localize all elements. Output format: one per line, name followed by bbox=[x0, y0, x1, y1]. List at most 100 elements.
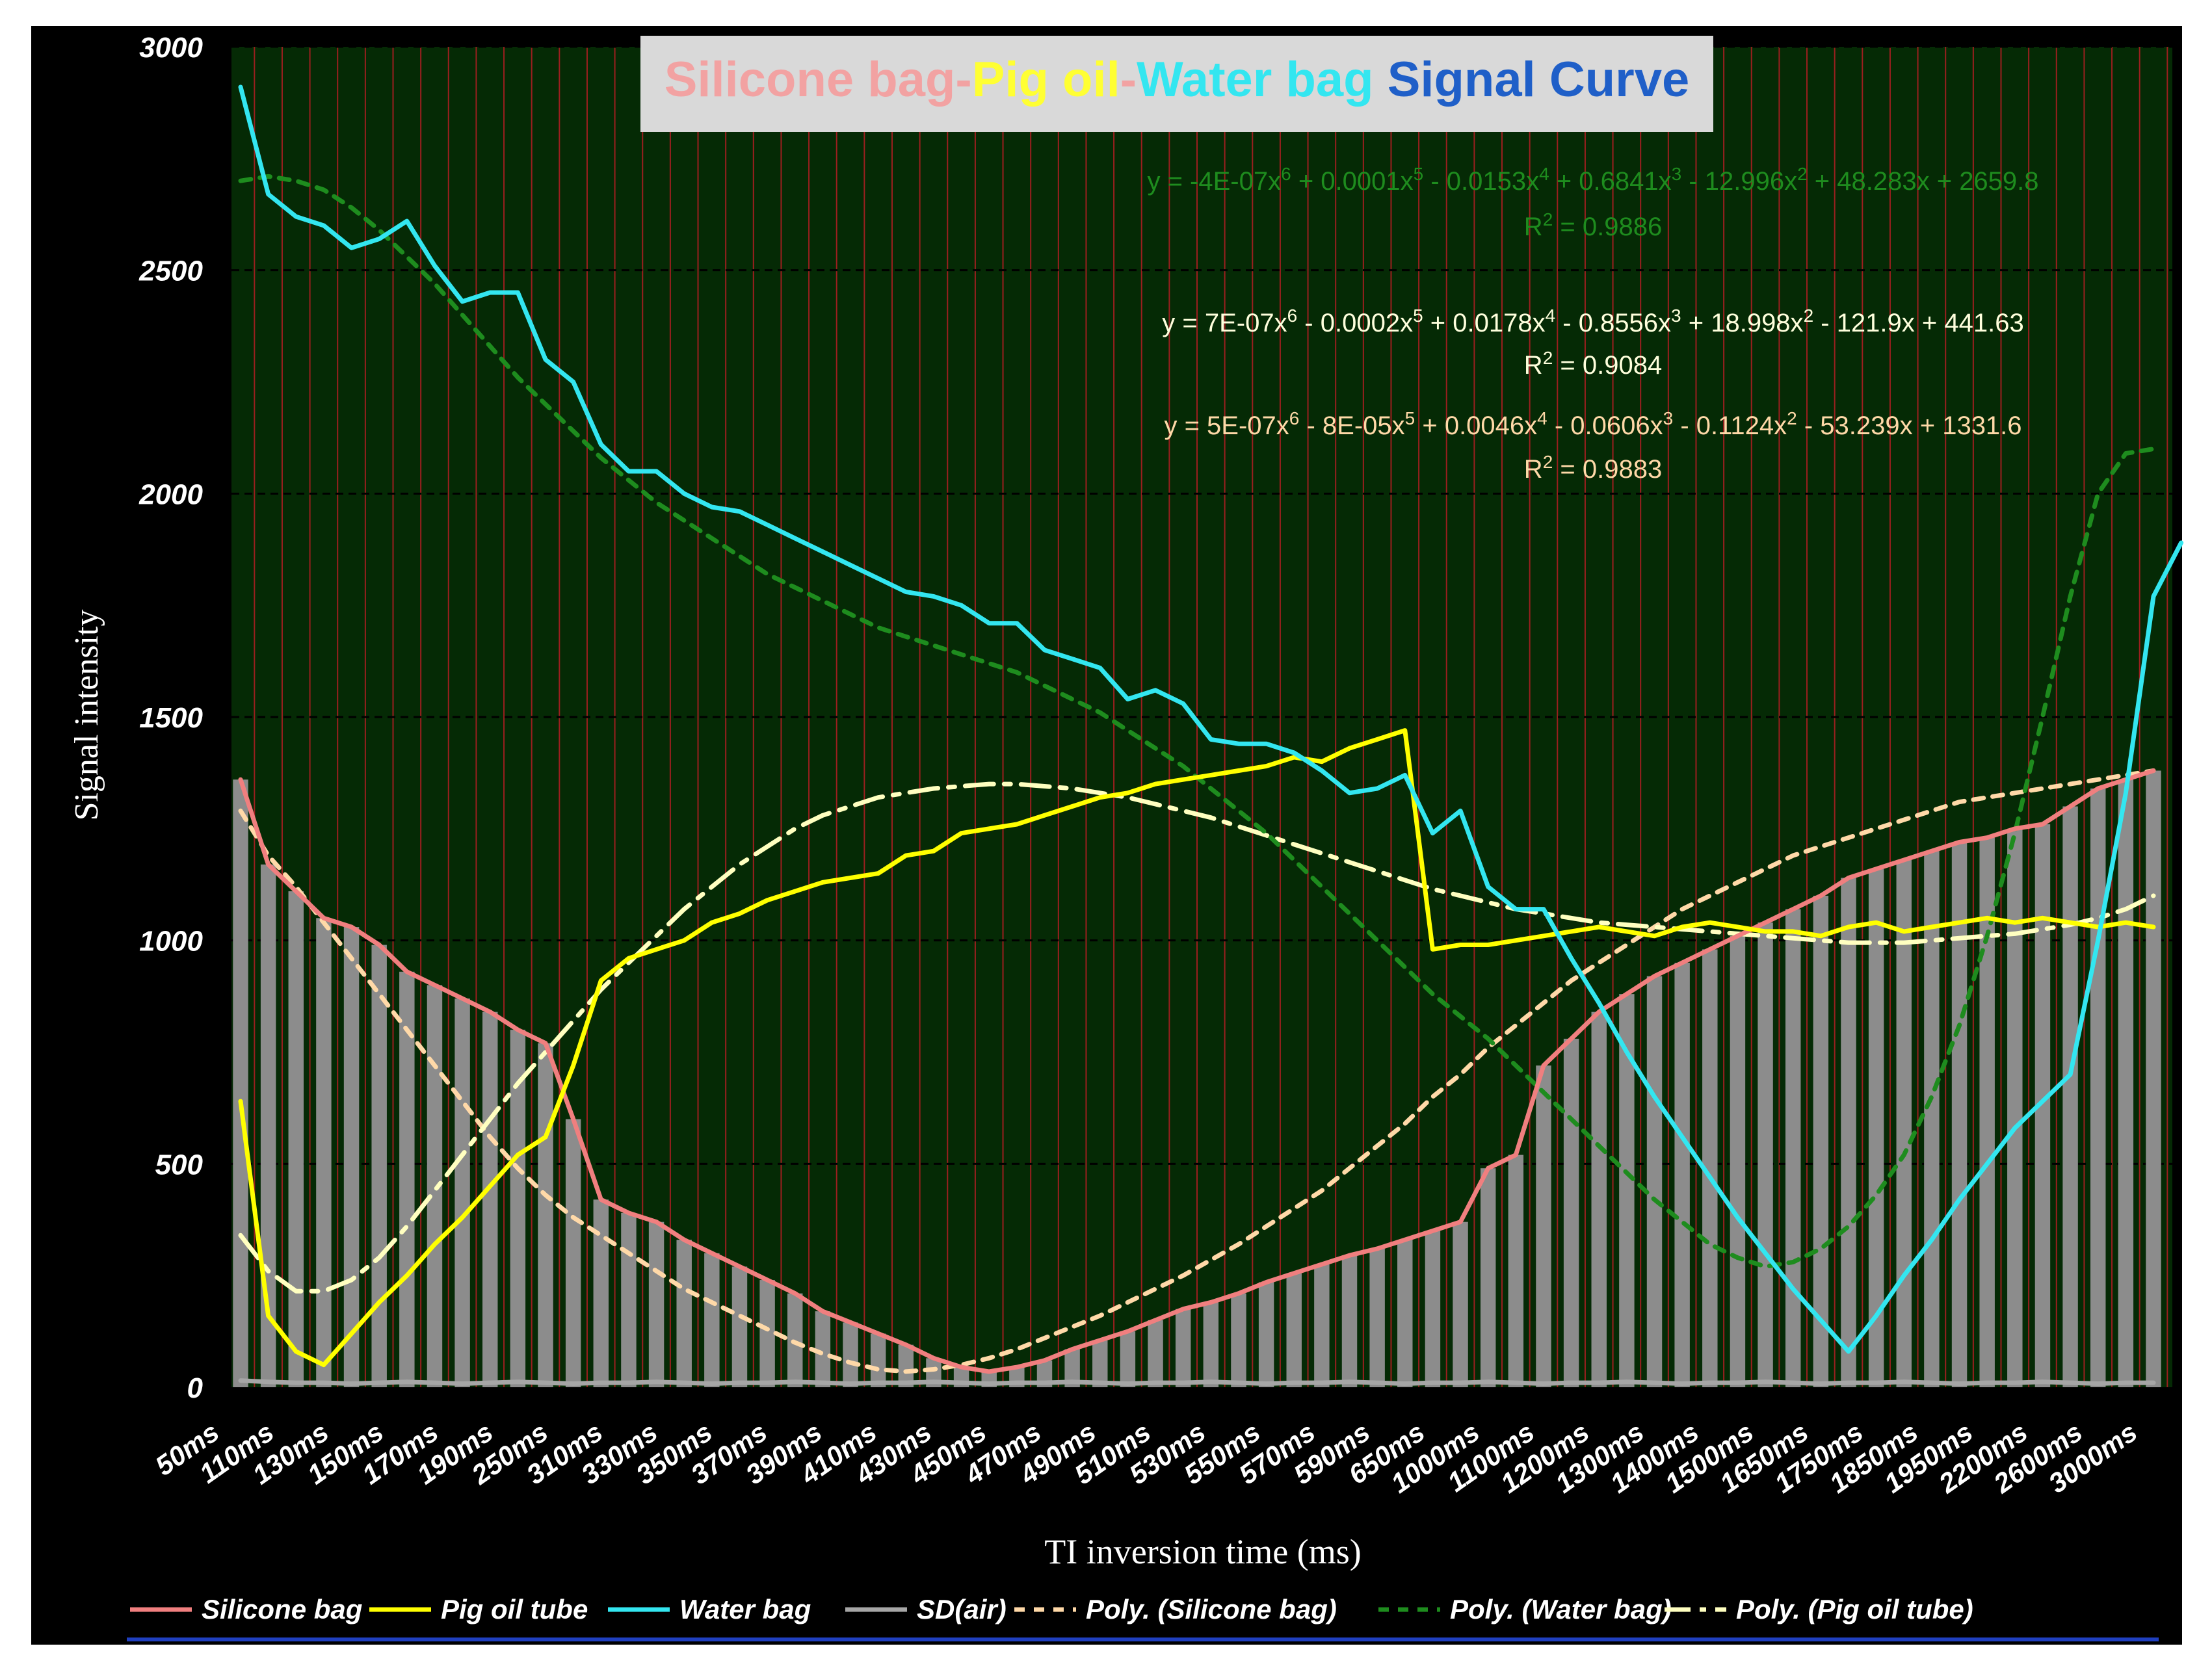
superscript: 5 bbox=[1414, 164, 1424, 184]
sd-air-bar bbox=[648, 1221, 665, 1387]
sd-air-bar bbox=[1064, 1349, 1080, 1387]
sd-air-bar bbox=[2007, 828, 2023, 1387]
trendline-equations: y = -4E-07x6 + 0.0001x5 - 0.0153x4 + 0.6… bbox=[1147, 164, 2038, 484]
superscript: 2 bbox=[1543, 348, 1553, 368]
sd-air-bar bbox=[1425, 1231, 1441, 1387]
equation-part: + 0.0178x bbox=[1423, 309, 1546, 337]
sd-air-bar bbox=[538, 1043, 553, 1387]
sd-air-bar bbox=[343, 927, 360, 1387]
superscript: 5 bbox=[1405, 408, 1415, 428]
legend-label: Poly. (Water bag) bbox=[1450, 1594, 1672, 1624]
sd-air-bar bbox=[565, 1119, 581, 1387]
series-line-poly-silicone bbox=[238, 768, 2156, 1374]
y-tick-label: 0 bbox=[187, 1372, 204, 1404]
sd-air-bar bbox=[1591, 1011, 1607, 1387]
sd-air-bar bbox=[1231, 1293, 1246, 1387]
sd-air-bar bbox=[482, 1011, 498, 1387]
superscript: 6 bbox=[1287, 306, 1298, 326]
legend-label: SD(air) bbox=[917, 1594, 1007, 1624]
equation-part: = 0.9886 bbox=[1553, 213, 1662, 241]
sd-air-bar bbox=[1341, 1255, 1358, 1387]
superscript: 2 bbox=[1804, 306, 1814, 326]
title-segment: Pig oil bbox=[972, 52, 1120, 107]
sd-air-bar bbox=[1258, 1282, 1274, 1387]
sd-air-bar bbox=[1758, 922, 1773, 1387]
equation-part: + 0.6841x bbox=[1549, 167, 1672, 196]
legend-label: Silicone bag bbox=[202, 1594, 362, 1624]
superscript: 4 bbox=[1539, 164, 1549, 184]
sd-air-bar bbox=[621, 1212, 637, 1387]
sd-air-bar bbox=[815, 1311, 831, 1387]
equation-part: - 121.9x + 441.63 bbox=[1813, 309, 2024, 337]
sd-air-bar bbox=[1896, 859, 1912, 1387]
sd-air-bar bbox=[2062, 806, 2078, 1387]
sd-air-bar bbox=[2090, 788, 2106, 1387]
trendline-r-squared: R2 = 0.9084 bbox=[1524, 348, 1662, 380]
equation-part: R bbox=[1524, 213, 1543, 241]
sd-air-bar bbox=[1536, 1065, 1551, 1387]
y-tick-label: 2000 bbox=[138, 478, 203, 510]
equation-part: - 8E-05x bbox=[1299, 411, 1404, 440]
sd-air-bar bbox=[759, 1280, 775, 1387]
y-tick-label: 3000 bbox=[139, 32, 203, 64]
sd-air-bar bbox=[1148, 1320, 1163, 1387]
sd-air-bar bbox=[1979, 837, 1995, 1387]
trendline-equation: y = 7E-07x6 - 0.0002x5 + 0.0178x4 - 0.85… bbox=[1162, 306, 2023, 338]
series-line-sd-air bbox=[238, 1378, 2156, 1386]
sd-air-bar bbox=[1453, 1221, 1468, 1387]
sd-air-bar bbox=[676, 1240, 692, 1387]
superscript: 3 bbox=[1671, 306, 1681, 326]
superscript: 2 bbox=[1787, 408, 1797, 428]
superscript: 4 bbox=[1546, 306, 1556, 326]
sd-air-bar bbox=[1702, 949, 1718, 1387]
superscript: 6 bbox=[1281, 164, 1291, 184]
sd-air-bar bbox=[454, 998, 470, 1387]
x-axis-label: TI inversion time (ms) bbox=[1044, 1532, 1361, 1571]
sd-air-bar bbox=[288, 891, 304, 1387]
y-tick-label: 500 bbox=[155, 1149, 204, 1181]
equation-part: - 0.0002x bbox=[1297, 309, 1413, 337]
sd-air-bar bbox=[1314, 1264, 1330, 1387]
equation-part: R bbox=[1524, 455, 1543, 484]
sd-air-bar bbox=[1646, 976, 1663, 1387]
equation-part: - 0.0153x bbox=[1423, 167, 1539, 196]
trendline-equation: y = 5E-07x6 - 8E-05x5 + 0.0046x4 - 0.060… bbox=[1164, 408, 2021, 441]
legend-label: Poly. (Silicone bag) bbox=[1086, 1594, 1337, 1624]
sd-air-bar bbox=[2118, 779, 2134, 1387]
sd-air-bar bbox=[1730, 935, 1746, 1387]
y-axis-ticks: 0 500 1000 1500 2000 2500 3000 bbox=[138, 32, 203, 1404]
equation-part: + 0.0001x bbox=[1291, 167, 1414, 196]
series-line-water bbox=[238, 85, 2184, 1354]
y-axis-label: Signal intensity bbox=[68, 610, 105, 821]
superscript: 3 bbox=[1663, 408, 1674, 428]
equation-part: - 0.0606x bbox=[1547, 411, 1663, 440]
sd-air-bar bbox=[260, 864, 276, 1387]
legend: Silicone bag Pig oil tube Water bag SD(air)… bbox=[130, 1594, 1973, 1624]
equation-part: - 53.239x + 1331.6 bbox=[1797, 411, 2022, 440]
sd-air-bar bbox=[843, 1322, 858, 1387]
equation-part: y = -4E-07x bbox=[1147, 167, 1281, 196]
sd-air-bar bbox=[898, 1344, 914, 1387]
superscript: 2 bbox=[1797, 164, 1808, 184]
sd-air-bar bbox=[704, 1253, 720, 1387]
sd-air-bar bbox=[1868, 868, 1884, 1387]
sd-air-bar bbox=[2146, 770, 2161, 1387]
equation-part: - 12.996x bbox=[1681, 167, 1797, 196]
sd-air-bar bbox=[1120, 1331, 1136, 1387]
legend-label: Poly. (Pig oil tube) bbox=[1736, 1594, 1973, 1624]
sd-air-bar bbox=[1785, 909, 1801, 1387]
series-lines bbox=[238, 85, 2184, 1386]
equation-part: + 0.0046x bbox=[1415, 411, 1537, 440]
equation-part: + 48.283x + 2659.8 bbox=[1808, 167, 2039, 196]
trendline-r-squared: R2 = 0.9886 bbox=[1524, 209, 1662, 242]
series-line-poly-pig bbox=[238, 781, 2156, 1294]
title-segment: Silicone bag bbox=[665, 52, 956, 107]
sd-air-bar bbox=[233, 779, 248, 1387]
sd-air-bar bbox=[1175, 1309, 1191, 1387]
sd-air-bar bbox=[1951, 842, 1968, 1387]
sd-air-bar bbox=[870, 1333, 886, 1387]
y-tick-label: 1000 bbox=[139, 926, 203, 958]
trendline-equation: y = -4E-07x6 + 0.0001x5 - 0.0153x4 + 0.6… bbox=[1147, 164, 2038, 196]
sd-air-bar bbox=[1924, 851, 1940, 1387]
sd-air-bar bbox=[1813, 895, 1829, 1387]
